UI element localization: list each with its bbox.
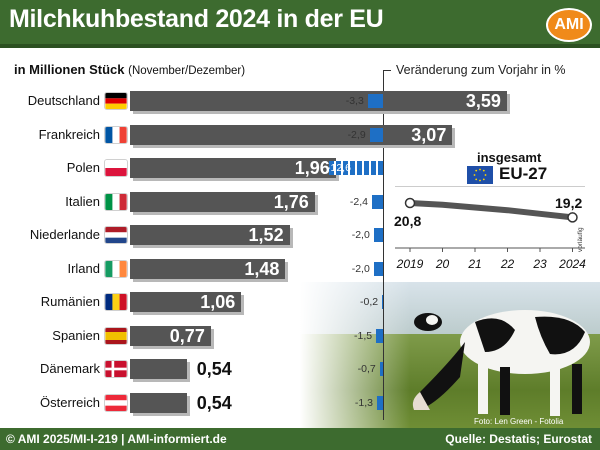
period-note: (November/Dezember) — [128, 65, 246, 77]
change-bar — [377, 395, 383, 410]
flag-ie-icon — [104, 259, 128, 278]
ami-logo: AMI — [546, 8, 592, 42]
stock-value-label: 0,54 — [196, 359, 232, 379]
stock-value-label: 1,96 — [294, 158, 330, 178]
change-bar — [329, 161, 383, 175]
stock-bar — [130, 258, 286, 279]
flag-pl-icon — [104, 159, 128, 177]
flag-nl-icon — [104, 226, 128, 244]
eu-x-tick-label: 20 — [435, 257, 450, 271]
eu-provisional-note: vorläufig — [577, 227, 584, 252]
unit-label: in Millionen Stück — [14, 62, 125, 77]
country-label: Dänemark — [40, 361, 100, 376]
stock-bar — [130, 292, 242, 312]
change-value-label: -1,5 — [354, 329, 373, 342]
change-value-label: -0,7 — [357, 363, 376, 375]
eu-line-chart: 20,8 19,2 vorläufig 2019 20 21 22 23 2024 — [394, 186, 586, 271]
eu-x-tick-label: 2019 — [396, 257, 424, 271]
cow-illustration — [412, 310, 590, 416]
change-value-label: -3,3 — [345, 95, 364, 107]
flag-dk-icon — [104, 360, 128, 378]
change-zero-line — [383, 70, 384, 420]
change-value-label: -12,6 — [327, 162, 351, 174]
eu-series-label: EU-27 — [499, 164, 548, 183]
eu-end-value-label: 19,2 — [555, 195, 582, 211]
change-value-label: -2,0 — [351, 262, 370, 275]
flag-ro-icon — [104, 293, 128, 311]
country-label: Frankreich — [38, 126, 100, 142]
photo-credit: Foto: Len Green - Fotolia — [474, 417, 564, 426]
stock-value-label: 1,06 — [200, 292, 236, 312]
stock-value-label: 1,76 — [273, 191, 309, 212]
change-axis-title: Veränderung zum Vorjahr in % — [396, 63, 566, 77]
change-value-label: -2,0 — [351, 229, 370, 241]
eu-x-tick-label: 22 — [500, 257, 515, 271]
unit-subtitle: in Millionen Stück (November/Dezember) — [14, 62, 245, 77]
eu-series-line — [407, 200, 576, 221]
cow-photo — [300, 282, 600, 428]
change-bar — [371, 194, 383, 209]
eu-start-value-label: 20,8 — [394, 213, 421, 229]
flag-es-icon — [104, 326, 128, 345]
stock-value-label: 0,77 — [169, 325, 205, 346]
stock-bar — [130, 359, 187, 379]
country-label: Spanien — [52, 327, 100, 343]
stock-bar — [130, 191, 315, 212]
change-bar — [367, 94, 383, 108]
change-bar — [369, 127, 383, 142]
stock-value-label: 0,54 — [196, 392, 232, 413]
eu-x-tick-label: 2024 — [558, 257, 586, 271]
eu-total-title: insgesamt — [477, 150, 542, 165]
flag-it-icon — [104, 192, 128, 211]
stock-bar — [130, 91, 507, 111]
country-label: Rumänien — [40, 294, 100, 309]
flag-at-icon — [104, 393, 128, 412]
flag-fr-icon — [104, 125, 128, 144]
stock-bar — [130, 158, 336, 178]
stock-value-label: 3,07 — [411, 124, 447, 145]
eu-x-tick-label: 23 — [532, 257, 547, 271]
change-value-label: -0,2 — [359, 296, 379, 308]
change-value-label: -2,4 — [349, 195, 368, 208]
change-bar — [373, 228, 383, 242]
eu-end-point — [567, 212, 578, 223]
country-label: Deutschland — [27, 93, 100, 108]
source-text: Quelle: Destatis; Eurostat — [445, 432, 592, 446]
country-label: Irland — [67, 260, 100, 276]
header-banner: Milchkuhbestand 2024 in der EU AMI — [0, 0, 600, 48]
change-value-label: -2,9 — [347, 128, 366, 141]
country-label: Polen — [66, 160, 100, 175]
footer-bar: © AMI 2025/MI-I-219 | AMI-informiert.de … — [0, 428, 600, 450]
chart-title: Milchkuhbestand 2024 in der EU — [9, 5, 384, 33]
country-label: Italien — [65, 193, 100, 209]
photo-fade — [300, 282, 410, 428]
country-label: Österreich — [40, 394, 100, 410]
change-bar — [379, 362, 383, 376]
change-bar — [376, 328, 383, 343]
stock-bar — [130, 225, 290, 245]
eu-start-point — [404, 197, 416, 209]
stock-bar — [130, 325, 211, 346]
stock-value-label: 1,52 — [248, 225, 284, 245]
stock-value-label: 3,59 — [465, 91, 501, 111]
change-value-label: -1,3 — [354, 396, 374, 409]
copyright-text: © AMI 2025/MI-I-219 | AMI-informiert.de — [6, 432, 227, 446]
change-bar — [382, 295, 383, 309]
change-bar — [373, 261, 383, 276]
flag-eu-icon — [467, 166, 493, 184]
stock-bar — [130, 392, 187, 413]
change-zero-tick — [383, 70, 391, 71]
flag-de-icon — [104, 92, 128, 110]
eu-x-tick-label: 21 — [467, 257, 481, 271]
stock-value-label: 1,48 — [244, 258, 280, 279]
country-label: Niederlande — [29, 227, 100, 242]
